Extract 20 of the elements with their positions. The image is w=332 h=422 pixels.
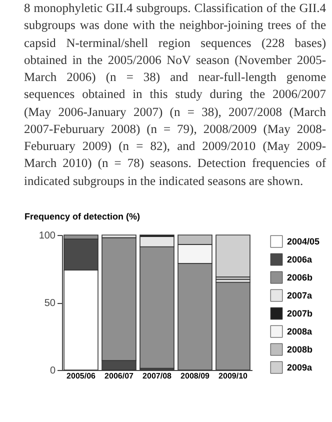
legend-label: 2006a — [287, 254, 314, 264]
y-tick-label: 0 — [50, 365, 56, 376]
x-tick-label: 2007/08 — [142, 371, 172, 380]
x-tick-label: 2008/09 — [180, 371, 210, 380]
y-tick-label: 100 — [38, 230, 56, 242]
legend-label: 2006b — [287, 272, 314, 282]
legend-label: 2008a — [287, 326, 314, 336]
x-tick-label: 2005/06 — [66, 371, 96, 380]
bar — [216, 282, 250, 370]
legend-label: 2008b — [287, 344, 314, 354]
legend-label: 2009a — [287, 362, 314, 372]
x-tick-label: 2006/07 — [104, 371, 134, 380]
legend-label: 2007a — [287, 290, 314, 300]
x-tick-label: 2009/10 — [218, 371, 248, 380]
legend-label: 2004/05 — [287, 236, 320, 246]
y-axis-title: Frequency of detection (%) — [24, 211, 140, 222]
bar — [216, 234, 250, 277]
text: 8 monophyletic GII.4 subgroups. Classification of the GII.4 subgroups was done with the neighbor-joining trees of the capsid N-terminal/shell region sequences (228 bases) obtained in the 2005/2006 NoV season (November 2005-March 2006) (n = 38) and near-full-length genome sequences obtained in this study during the 2006/2007 (May 2006-January 2007) (n = 38), 2007/2008 (March 2007-Feburuary 2008) (n = 79), 2008/2009 (May 2008-Feburuary 2009) (n = 82), and 2009/2010 (May 2009-March 2010) (n = 78) seasons. Detection frequencies of indicated subgroups in the indicated seasons are shown. — [24, 1, 326, 188]
y-tick-label: 50 — [44, 298, 56, 309]
legend-label: 2007b — [287, 308, 314, 318]
